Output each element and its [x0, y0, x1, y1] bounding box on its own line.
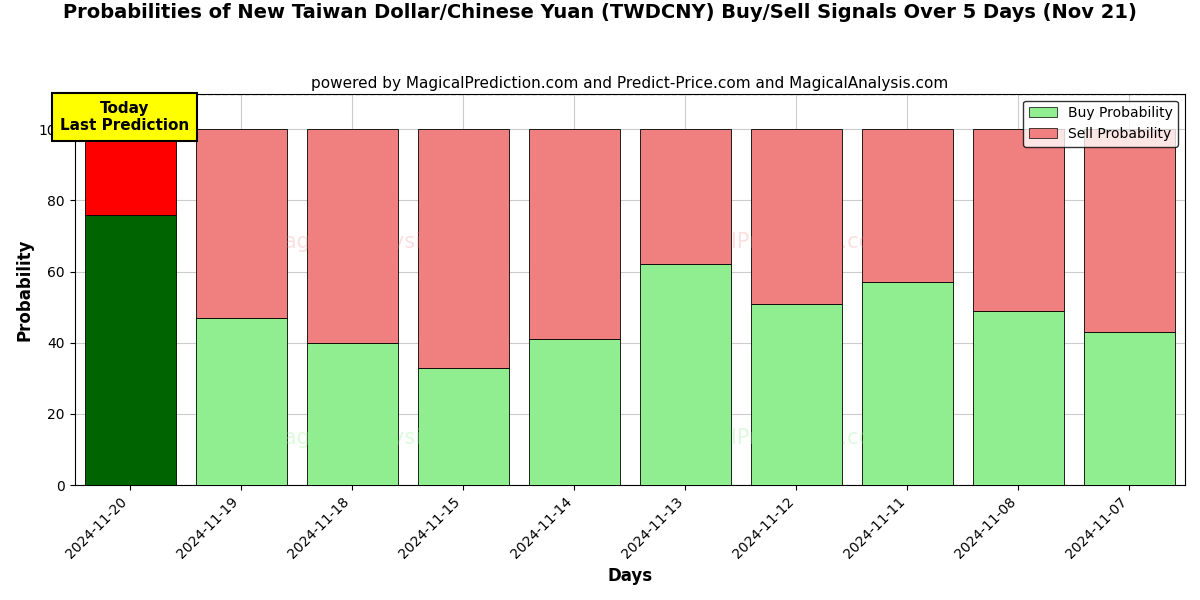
Bar	[85, 215, 175, 485]
Bar	[529, 339, 620, 485]
Bar	[85, 129, 175, 215]
Bar	[529, 129, 620, 339]
Bar	[973, 311, 1064, 485]
Bar	[1084, 129, 1175, 332]
X-axis label: Days: Days	[607, 567, 653, 585]
Text: Today
Last Prediction: Today Last Prediction	[60, 101, 190, 133]
Bar	[196, 318, 287, 485]
Text: Probabilities of New Taiwan Dollar/Chinese Yuan (TWDCNY) Buy/Sell Signals Over 5: Probabilities of New Taiwan Dollar/Chine…	[64, 3, 1136, 22]
Bar	[640, 129, 731, 265]
Bar	[1084, 332, 1175, 485]
Text: MagicalAnalysis.com: MagicalAnalysis.com	[266, 232, 482, 253]
Bar	[751, 129, 842, 304]
Bar	[418, 129, 509, 368]
Bar	[307, 129, 397, 343]
Bar	[862, 129, 953, 282]
Bar	[751, 304, 842, 485]
Bar	[973, 129, 1064, 311]
Bar	[862, 282, 953, 485]
Bar	[418, 368, 509, 485]
Y-axis label: Probability: Probability	[16, 238, 34, 341]
Text: MagicalPrediction.com: MagicalPrediction.com	[656, 232, 892, 253]
Legend: Buy Probability, Sell Probability: Buy Probability, Sell Probability	[1024, 101, 1178, 146]
Bar	[640, 265, 731, 485]
Bar	[196, 129, 287, 318]
Title: powered by MagicalPrediction.com and Predict-Price.com and MagicalAnalysis.com: powered by MagicalPrediction.com and Pre…	[311, 76, 948, 91]
Text: MagicalPrediction.com: MagicalPrediction.com	[656, 428, 892, 448]
Bar	[307, 343, 397, 485]
Text: MagicalAnalysis.com: MagicalAnalysis.com	[266, 428, 482, 448]
